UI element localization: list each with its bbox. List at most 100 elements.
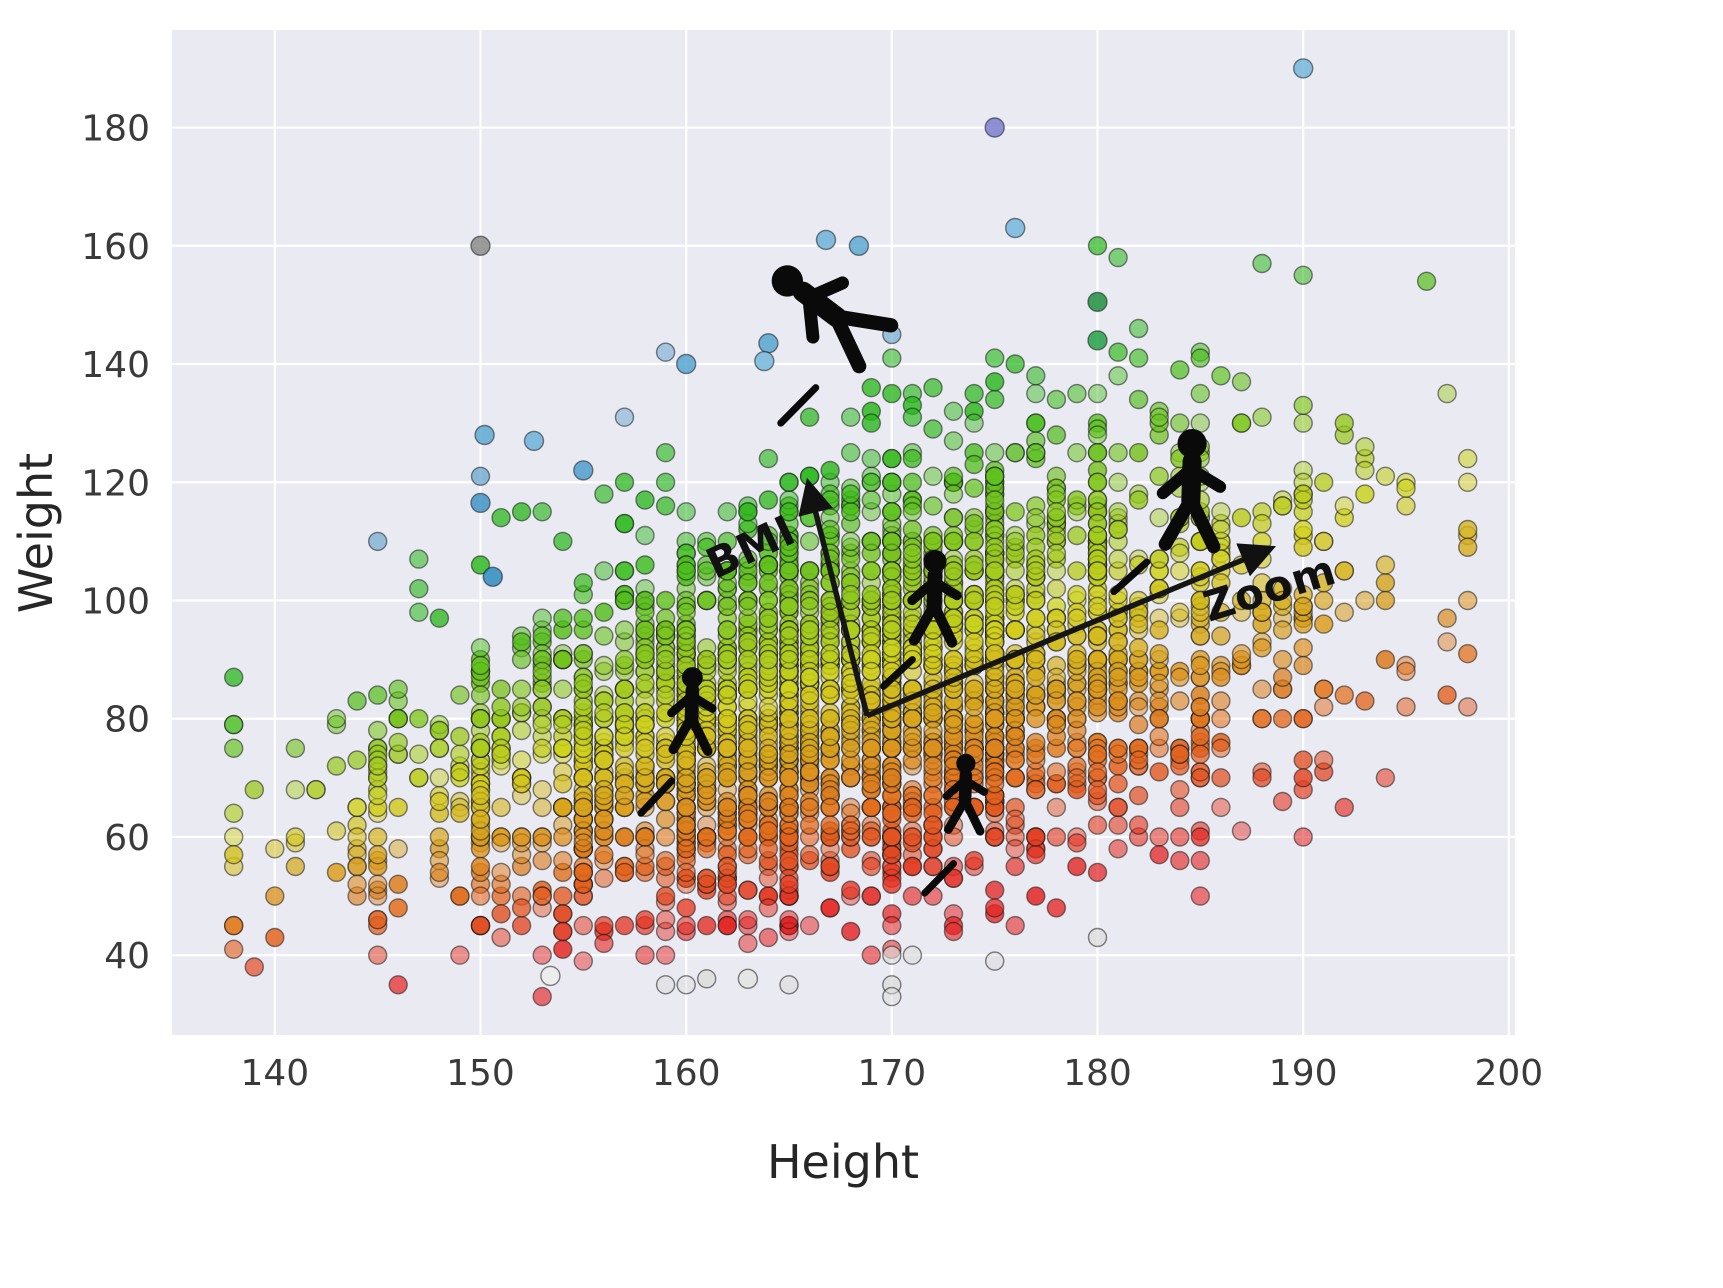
scatter-point: [553, 608, 573, 628]
scatter-point: [1252, 513, 1272, 534]
scatter-point: [779, 649, 799, 670]
scatter-point: [820, 726, 840, 747]
scatter-point: [902, 519, 923, 540]
scatter-point: [841, 714, 861, 735]
scatter-point: [779, 561, 799, 581]
scatter-point: [532, 714, 552, 735]
scatter-point: [553, 886, 573, 906]
scatter-point: [882, 383, 902, 404]
scatter-point: [1375, 466, 1396, 486]
scatter-point: [594, 703, 614, 723]
scatter-point: [1087, 561, 1108, 581]
scatter-point: [1313, 750, 1334, 770]
scatter-point: [1087, 443, 1108, 463]
scatter-point: [635, 756, 655, 776]
scatter-point: [985, 738, 1005, 758]
outlier-point: [848, 235, 870, 257]
scatter-point: [717, 738, 737, 758]
scatter-point: [1190, 590, 1211, 611]
scatter-point: [635, 738, 655, 758]
scatter-point: [594, 868, 614, 888]
scatter-point: [861, 856, 881, 877]
scatter-point: [738, 714, 758, 735]
scatter-point: [1046, 714, 1067, 735]
scatter-point: [1149, 691, 1169, 711]
scatter-point: [409, 579, 429, 599]
scatter-point: [1067, 383, 1087, 404]
scatter-point: [511, 898, 532, 918]
annotations-layer: [637, 247, 1277, 897]
scatter-point: [429, 608, 450, 628]
scatter-point: [655, 472, 676, 492]
scatter-point: [1437, 632, 1457, 652]
scatter-point: [717, 531, 737, 552]
scatter-point: [573, 768, 593, 788]
scatter-point: [676, 797, 696, 818]
scatter-point: [470, 809, 491, 829]
scatter-point: [450, 886, 470, 906]
scatter-point: [265, 927, 285, 948]
scatter-point: [573, 720, 593, 741]
scatter-point: [964, 531, 984, 552]
scatter-point: [1067, 561, 1087, 581]
scatter-point: [820, 815, 840, 835]
scatter-point: [902, 407, 923, 427]
scatter-point: [532, 738, 552, 758]
scatter-point: [1108, 443, 1128, 463]
scatter-point: [1313, 614, 1334, 634]
scatter-point: [223, 939, 244, 959]
scatter-point: [985, 537, 1005, 557]
scatter-point: [614, 714, 635, 735]
scatter-point: [697, 868, 717, 888]
scatter-point: [594, 933, 614, 954]
scatter-point: [1252, 531, 1272, 552]
scatter-point: [882, 945, 902, 965]
tick-labels-layer: 140 150 160 170 180 190 200 40 60 80 100 120 140 160 1…: [81, 109, 1543, 1094]
scatter-point: [985, 348, 1005, 368]
scatter-point: [1231, 413, 1252, 433]
scatter-point: [820, 898, 840, 918]
scatter-point: [614, 620, 635, 640]
scatter-point: [368, 827, 388, 847]
scatter-point: [1005, 531, 1025, 552]
x-tick-label: 170: [857, 1053, 926, 1094]
scatter-point: [738, 738, 758, 758]
outlier-point: [1005, 217, 1026, 239]
scatter-point: [820, 490, 840, 510]
scatter-point: [1005, 584, 1025, 605]
scatter-point: [1457, 537, 1478, 557]
scatter-point: [799, 667, 820, 687]
scatter-point: [902, 856, 923, 877]
scatter-point: [655, 342, 676, 362]
scatter-point: [594, 726, 614, 747]
scatter-point: [1211, 738, 1231, 758]
scatter-point: [758, 590, 779, 611]
scatter-point: [1334, 797, 1355, 818]
scatter-point: [861, 531, 881, 552]
scatter-point: [758, 555, 779, 575]
x-tick-label: 150: [446, 1053, 515, 1094]
scatter-point: [943, 484, 964, 504]
scatter-point: [429, 827, 450, 847]
scatter-point: [923, 419, 943, 439]
scatter-point: [861, 661, 881, 682]
scatter-point: [1252, 253, 1272, 274]
scatter-point: [347, 856, 367, 877]
y-tick-label: 180: [81, 109, 150, 150]
scatter-point: [738, 502, 758, 522]
scatter-point: [573, 915, 593, 936]
scatter-point: [1026, 780, 1046, 800]
scatter-point: [1067, 738, 1087, 758]
scatter-point: [676, 862, 696, 883]
scatter-point: [1128, 389, 1149, 410]
scatter-point: [882, 845, 902, 865]
scatter-point: [841, 921, 861, 942]
scatter-point: [1149, 673, 1169, 693]
scatter-point: [511, 502, 532, 522]
scatter-point: [1005, 561, 1025, 581]
scatter-point: [1190, 768, 1211, 788]
scatter-point: [573, 797, 593, 818]
scatter-point: [1170, 850, 1190, 871]
scatter-point: [964, 478, 984, 498]
outlier-point: [984, 117, 1005, 138]
